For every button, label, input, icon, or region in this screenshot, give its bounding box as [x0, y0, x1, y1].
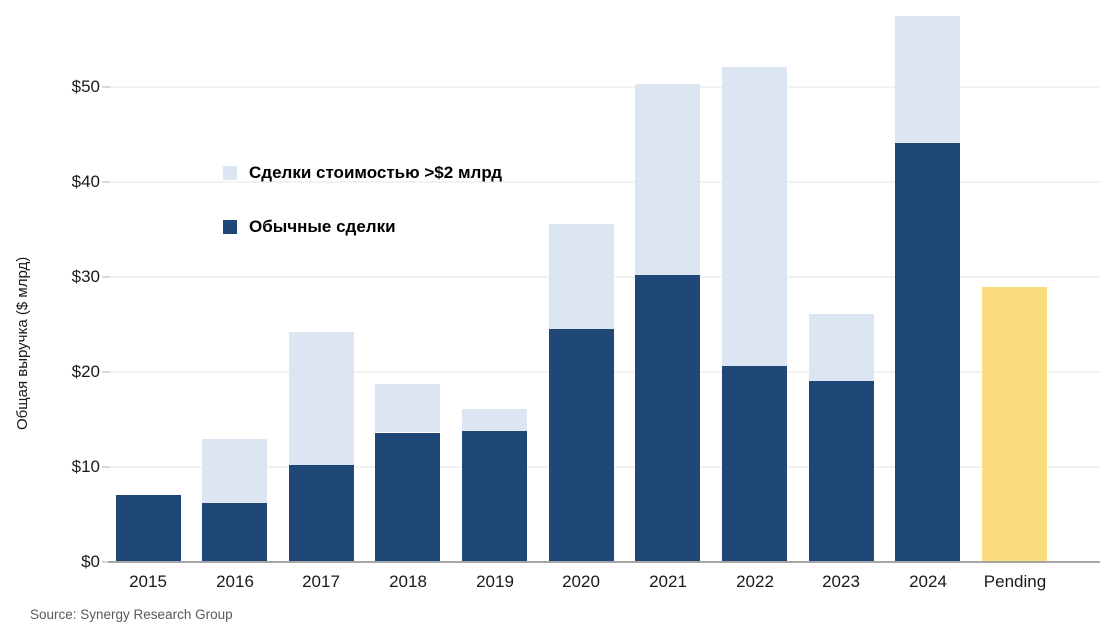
legend-swatch-regular-deals-icon — [223, 220, 237, 234]
x-tick-label: 2024 — [909, 572, 947, 591]
y-tick-mark — [102, 371, 110, 373]
bar-segment-2016 — [202, 503, 267, 562]
x-tick-label: 2015 — [129, 572, 167, 591]
x-tick-label: Pending — [983, 572, 1047, 591]
y-tick-mark — [102, 181, 110, 183]
gridline — [110, 181, 1100, 183]
bar-segment-2023 — [809, 381, 874, 562]
x-axis-line — [108, 561, 1100, 563]
x-tick-label: 2018 — [389, 572, 427, 591]
gridline — [110, 86, 1100, 88]
x-tick-label: 2022 — [736, 572, 774, 591]
bar-segment-Pending — [982, 287, 1047, 563]
y-axis-title: Общая выручка ($ млрд) — [14, 256, 31, 430]
bar-segment-2016 — [202, 439, 267, 503]
legend-label-regular-deals: Обычные сделки — [249, 217, 396, 236]
bar-segment-2017 — [289, 332, 354, 465]
x-tick-label: 2020 — [562, 572, 600, 591]
legend-item-large-deals: Сделки стоимостью >$2 млрд — [223, 160, 502, 186]
y-tick-label: $0 — [81, 552, 100, 571]
bar-segment-2022 — [722, 67, 787, 366]
legend: Сделки стоимостью >$2 млрд Обычные сделк… — [223, 160, 502, 268]
x-tick-label: 2021 — [649, 572, 687, 591]
bar-segment-2018 — [375, 433, 440, 562]
y-tick-mark — [102, 561, 110, 563]
x-tick-label: 2023 — [822, 572, 860, 591]
bar-segment-2017 — [289, 465, 354, 562]
bar-segment-2019 — [462, 431, 527, 562]
bar-segment-2019 — [462, 409, 527, 431]
y-tick-label: $40 — [71, 172, 100, 191]
bar-segment-2022 — [722, 366, 787, 562]
x-tick-label: 2016 — [216, 572, 254, 591]
bar-segment-2020 — [549, 224, 614, 329]
bar-segment-2015 — [116, 495, 181, 562]
y-tick-label: $50 — [71, 77, 100, 96]
bar-segment-2021 — [635, 84, 700, 275]
bar-segment-2021 — [635, 275, 700, 562]
y-tick-mark — [102, 276, 110, 278]
bar-segment-2020 — [549, 329, 614, 562]
source-attribution: Source: Synergy Research Group — [30, 607, 233, 622]
y-tick-mark — [102, 86, 110, 88]
bar-segment-2024 — [895, 143, 960, 562]
bar-segment-2023 — [809, 314, 874, 381]
y-tick-label: $30 — [71, 267, 100, 286]
bar-segment-2018 — [375, 384, 440, 432]
x-tick-label: 2019 — [476, 572, 514, 591]
y-tick-label: $10 — [71, 457, 100, 476]
y-tick-label: $20 — [71, 362, 100, 381]
y-tick-mark — [102, 466, 110, 468]
legend-label-large-deals: Сделки стоимостью >$2 млрд — [249, 163, 503, 182]
legend-swatch-large-deals-icon — [223, 166, 237, 180]
x-tick-label: 2017 — [302, 572, 340, 591]
bar-segment-2024 — [895, 16, 960, 143]
legend-item-regular-deals: Обычные сделки — [223, 214, 502, 240]
